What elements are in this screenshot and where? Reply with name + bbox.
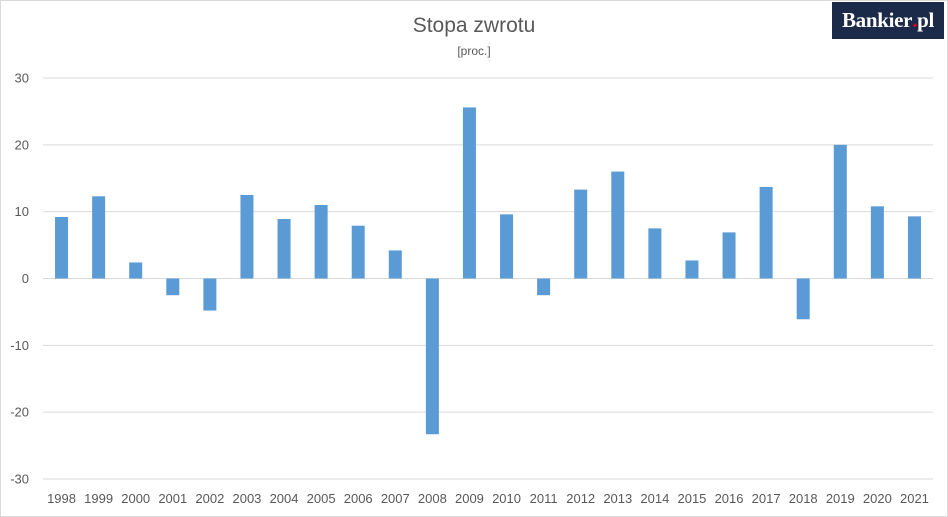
y-tick-label: -10 xyxy=(10,338,29,353)
bar-2011 xyxy=(537,278,551,296)
y-tick-label: 0 xyxy=(22,271,29,286)
bar-2006 xyxy=(351,225,365,279)
x-tick-label: 1998 xyxy=(47,491,76,506)
bar-2004 xyxy=(277,219,291,279)
x-tick-label: 2017 xyxy=(752,491,781,506)
x-tick-label: 1999 xyxy=(84,491,113,506)
x-tick-label: 2020 xyxy=(863,491,892,506)
bar-2009 xyxy=(462,107,476,279)
bar-2015 xyxy=(685,260,699,279)
x-tick-label: 2000 xyxy=(121,491,150,506)
x-tick-label: 2015 xyxy=(677,491,706,506)
x-tick-label: 2010 xyxy=(492,491,521,506)
x-tick-label: 2004 xyxy=(270,491,299,506)
bar-1998 xyxy=(55,217,69,279)
bars xyxy=(55,107,921,435)
bar-2001 xyxy=(166,278,180,296)
y-tick-label: 10 xyxy=(15,204,29,219)
bar-2010 xyxy=(500,214,514,279)
x-tick-label: 2005 xyxy=(307,491,336,506)
x-tick-label: 2021 xyxy=(900,491,929,506)
logo-dot: . xyxy=(912,8,918,32)
x-tick-label: 2002 xyxy=(195,491,224,506)
bar-2018 xyxy=(796,278,810,320)
x-tick-label: 2001 xyxy=(158,491,187,506)
bar-2008 xyxy=(425,278,439,435)
bankier-logo[interactable]: Bankier. pl xyxy=(832,2,944,39)
bar-2005 xyxy=(314,204,328,279)
x-tick-label: 2014 xyxy=(640,491,669,506)
x-tick-label: 2013 xyxy=(603,491,632,506)
bar-2000 xyxy=(129,262,143,279)
logo-name: Bankier xyxy=(841,8,913,32)
x-tick-label: 2016 xyxy=(715,491,744,506)
gridlines xyxy=(43,77,933,480)
bar-2013 xyxy=(611,171,625,279)
bar-2016 xyxy=(722,232,736,279)
y-tick-label: 30 xyxy=(15,71,29,86)
chart-title: Stopa zwrotu xyxy=(412,14,536,37)
x-tick-label: 2011 xyxy=(530,491,558,506)
bar-1999 xyxy=(92,196,106,279)
y-tick-label: -20 xyxy=(10,405,29,420)
y-tick-label: 20 xyxy=(15,137,29,152)
bar-2021 xyxy=(907,216,921,279)
bar-2020 xyxy=(870,206,884,279)
x-axis-tick-labels: 1998 1999 2000 2001 2002 2003 2004 2005 2006 2007… xyxy=(47,491,929,506)
x-tick-label: 2018 xyxy=(789,491,818,506)
logo-suffix: pl xyxy=(917,8,935,32)
chart-subtitle: [proc.] xyxy=(457,44,491,58)
x-tick-label: 2003 xyxy=(232,491,261,506)
y-tick-label: -30 xyxy=(10,472,29,487)
x-tick-label: 2008 xyxy=(418,491,447,506)
bar-2002 xyxy=(203,278,217,311)
y-axis-tick-labels: 30 20 10 0 -10 -20 -30 xyxy=(10,71,29,487)
bar-2014 xyxy=(648,228,662,279)
x-tick-label: 2012 xyxy=(566,491,595,506)
x-tick-label: 2009 xyxy=(455,491,484,506)
x-tick-label: 2019 xyxy=(826,491,855,506)
bar-2017 xyxy=(759,186,773,279)
bar-2007 xyxy=(388,250,402,279)
bar-2012 xyxy=(574,189,588,279)
bar-2003 xyxy=(240,194,254,279)
x-tick-label: 2007 xyxy=(381,491,410,506)
x-tick-label: 2006 xyxy=(344,491,373,506)
bar-2019 xyxy=(833,144,847,279)
